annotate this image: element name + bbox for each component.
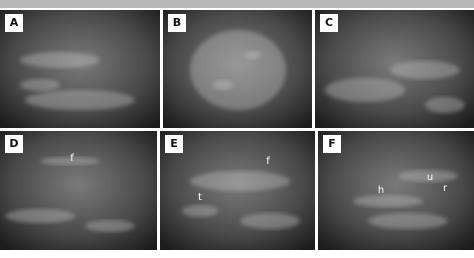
echo: [325, 78, 405, 102]
panel-label: B: [173, 16, 181, 29]
annotation: t: [198, 192, 202, 203]
panel: C: [315, 10, 474, 128]
top-strip: [0, 0, 474, 8]
ultrasound-image: [318, 131, 474, 250]
echo: [190, 171, 290, 191]
annotation: f: [70, 153, 74, 164]
panel: Fh ur: [318, 131, 474, 250]
echo: [390, 61, 460, 79]
annotation: r: [443, 183, 448, 194]
echo: [213, 80, 233, 90]
panel-label: F: [328, 137, 336, 150]
echo: [368, 213, 448, 229]
echo: [245, 51, 261, 59]
label-box: [320, 14, 338, 32]
panel-label: D: [9, 137, 18, 150]
echo: [20, 52, 100, 68]
panel-label: A: [10, 16, 19, 29]
ultrasound-image: [0, 10, 160, 128]
panel: Df: [0, 131, 157, 250]
label-box: [5, 135, 23, 153]
label-box: [5, 14, 23, 32]
panel: B: [163, 10, 312, 128]
echo: [40, 157, 100, 165]
echo: [182, 205, 218, 217]
echo: [5, 209, 75, 223]
echo: [85, 220, 135, 232]
ultrasound-image: [0, 131, 157, 250]
echo: [398, 170, 458, 182]
annotation: h: [378, 185, 384, 196]
panel: A: [0, 10, 160, 128]
panel: Et f: [160, 131, 315, 250]
echo: [190, 30, 286, 110]
label-box: [168, 14, 186, 32]
panel-label: E: [170, 137, 178, 150]
echo: [425, 97, 465, 113]
label-box: [165, 135, 183, 153]
echo: [353, 195, 423, 207]
echo: [20, 79, 60, 91]
annotation: u: [427, 172, 433, 183]
echo: [25, 90, 135, 110]
panel-label: C: [325, 16, 333, 29]
annotation: f: [266, 156, 270, 167]
echo: [240, 213, 300, 229]
label-box: [323, 135, 341, 153]
